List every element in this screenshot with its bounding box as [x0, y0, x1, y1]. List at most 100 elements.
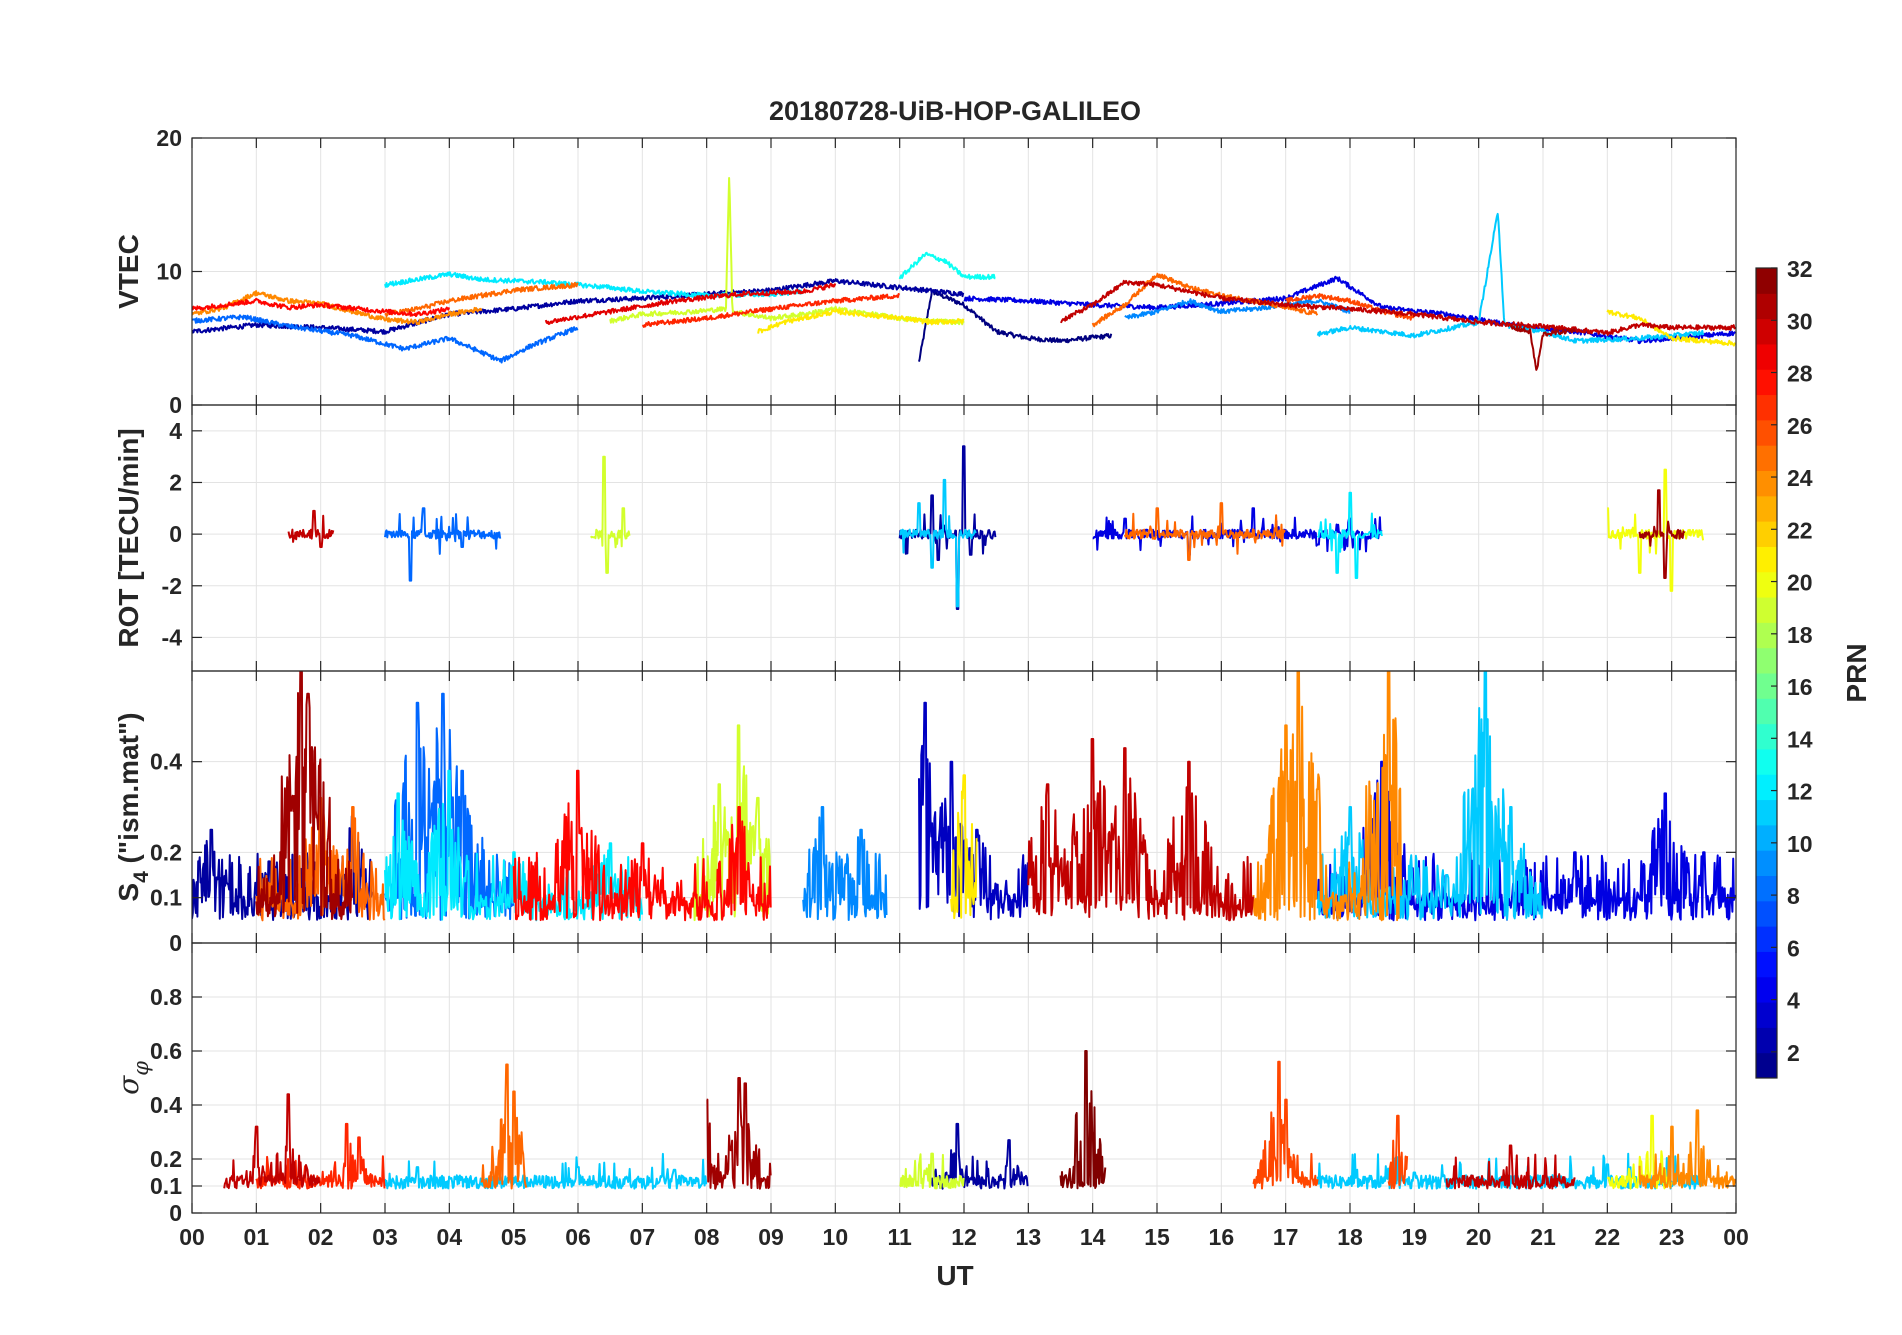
- sigma-series-prn-11: [384, 1152, 708, 1190]
- vtec-series-prn-8: [192, 314, 579, 364]
- s4-series-prn-31: [255, 671, 354, 921]
- rot-series-prn-31: [1638, 489, 1686, 579]
- panel-sigma: 00.10.2 0.4 0.6 0.8 σφ 00 01 02 03 04 05 06 07 08 09 10…: [112, 942, 1749, 1250]
- colorbar-segment: [1756, 951, 1777, 978]
- colorbar-tick-label: 8: [1787, 883, 1800, 909]
- panel-rot: -4 -2 0 2 4 ROT [TECU/min]: [113, 404, 1737, 672]
- x-tick-label: 17: [1273, 1224, 1299, 1250]
- colorbar-segment: [1756, 495, 1777, 522]
- s4-series-prn-21: [950, 774, 978, 920]
- colorbar-segment: [1756, 318, 1777, 345]
- colorbar-segment: [1756, 419, 1777, 446]
- colorbar-segment: [1756, 445, 1777, 471]
- colorbar-tick-label: 30: [1787, 308, 1813, 334]
- sigma-y-axis-label-sub: φ: [129, 1061, 153, 1076]
- x-axis-label: UT: [936, 1260, 973, 1291]
- s4-y-axis-label-rest: ("ism.mat"): [113, 712, 144, 871]
- sigma-series-prn-26b: [1387, 1114, 1409, 1190]
- x-tick-label: 02: [308, 1224, 334, 1250]
- rot-series-prn-8: [384, 507, 502, 582]
- panel-vtec: 0 10 20 VTEC: [113, 125, 1737, 418]
- sigma-series-prn-25: [480, 1063, 528, 1190]
- colorbar-segment: [1756, 698, 1777, 725]
- s4-y-tick-label: 0.1: [150, 885, 182, 911]
- vtec-y-tick-label: 20: [156, 125, 182, 151]
- rot-series-prn-12: [1316, 491, 1383, 579]
- vtec-series-prn-30: [1060, 279, 1736, 336]
- sigma-series-prn-30: [223, 1093, 321, 1190]
- vtec-series-prn-29: [544, 282, 837, 325]
- colorbar-segment: [1756, 774, 1777, 801]
- colorbar-segment: [1756, 343, 1777, 370]
- rot-series-prn-11: [899, 478, 977, 608]
- s4-y-axis-label: S4 ("ism.mat"): [113, 712, 153, 901]
- colorbar-tick-label: 24: [1787, 465, 1813, 491]
- vtec-series-prn-21: [757, 308, 965, 334]
- colorbar-segment: [1756, 647, 1777, 674]
- sigma-series-prn-30b: [1445, 1144, 1576, 1190]
- rot-series-prn-30: [287, 509, 335, 548]
- x-tick-label: 19: [1402, 1224, 1428, 1250]
- x-tick-label: 14: [1080, 1224, 1106, 1250]
- vtec-series-prn-19: [609, 177, 965, 326]
- colorbar-frame: [1755, 267, 1778, 1079]
- colorbar-segment: [1756, 571, 1777, 598]
- x-tick-label: 03: [372, 1224, 398, 1250]
- sigma-y-tick-label: 0.8: [150, 984, 182, 1010]
- s4-series-prn-30: [1027, 738, 1254, 922]
- colorbar-segment: [1756, 799, 1777, 826]
- vtec-series-prn-9: [1124, 298, 1351, 320]
- vtec-y-axis-label: VTEC: [113, 234, 144, 309]
- colorbar-segment: [1756, 926, 1777, 952]
- x-tick-label: 01: [244, 1224, 270, 1250]
- x-tick-label: 20: [1466, 1224, 1492, 1250]
- sigma-y-axis-label-main: σ: [112, 1075, 145, 1095]
- x-tick-label: 04: [437, 1224, 463, 1250]
- s4-y-tick-label: 0: [169, 930, 182, 956]
- vtec-y-tick-label: 10: [156, 259, 182, 285]
- x-tick-label: 21: [1530, 1224, 1556, 1250]
- rot-series-prn-25: [1123, 502, 1286, 561]
- colorbar-label: PRN: [1841, 643, 1872, 702]
- vtec-series-prn-1: [918, 289, 1113, 362]
- colorbar-tick-label: 20: [1787, 570, 1813, 596]
- colorbar-segment: [1756, 748, 1777, 775]
- colorbar-segment: [1756, 850, 1777, 876]
- s4-y-tick-label: 0.2: [150, 839, 182, 865]
- s4-series-prn-28: [512, 769, 772, 922]
- colorbar-tick-label: 2: [1787, 1040, 1800, 1066]
- rot-series-group: [287, 445, 1705, 610]
- colorbar-segment: [1756, 875, 1777, 902]
- x-tick-label: 10: [823, 1224, 849, 1250]
- sigma-y-tick-label: 0.1: [150, 1173, 182, 1199]
- colorbar-tick-label: 12: [1787, 779, 1813, 805]
- colorbar-segment: [1756, 268, 1777, 294]
- colorbar-segment: [1756, 824, 1777, 851]
- colorbar-segment: [1756, 673, 1777, 699]
- x-tick-label: 16: [1209, 1224, 1235, 1250]
- colorbar-tick-label: 18: [1787, 622, 1813, 648]
- colorbar-segment: [1756, 546, 1777, 573]
- s4-y-axis-label-main: S: [113, 883, 144, 902]
- colorbar-segment: [1756, 900, 1777, 927]
- rot-series-prn-19: [590, 455, 631, 574]
- x-tick-label: 08: [694, 1224, 720, 1250]
- x-tick-label: 12: [951, 1224, 977, 1250]
- sigma-series-prn-24: [1638, 1109, 1736, 1190]
- sigma-series-prn-19: [899, 1152, 965, 1190]
- rot-y-tick-label: 4: [169, 418, 182, 444]
- sigma-series-prn-32: [1059, 1050, 1107, 1190]
- rot-y-tick-label: -4: [162, 624, 183, 650]
- colorbar-segment: [1756, 470, 1777, 497]
- s4-series-group: [192, 671, 1736, 922]
- colorbar-tick-label: 14: [1787, 726, 1813, 752]
- x-tick-label: 18: [1337, 1224, 1363, 1250]
- colorbar-tick-label: 4: [1787, 988, 1800, 1014]
- colorbar-tick-label: 10: [1787, 831, 1813, 857]
- rot-y-axis-label: ROT [TECU/min]: [113, 428, 144, 647]
- colorbar-segment: [1756, 394, 1777, 421]
- colorbar-segment: [1756, 597, 1777, 623]
